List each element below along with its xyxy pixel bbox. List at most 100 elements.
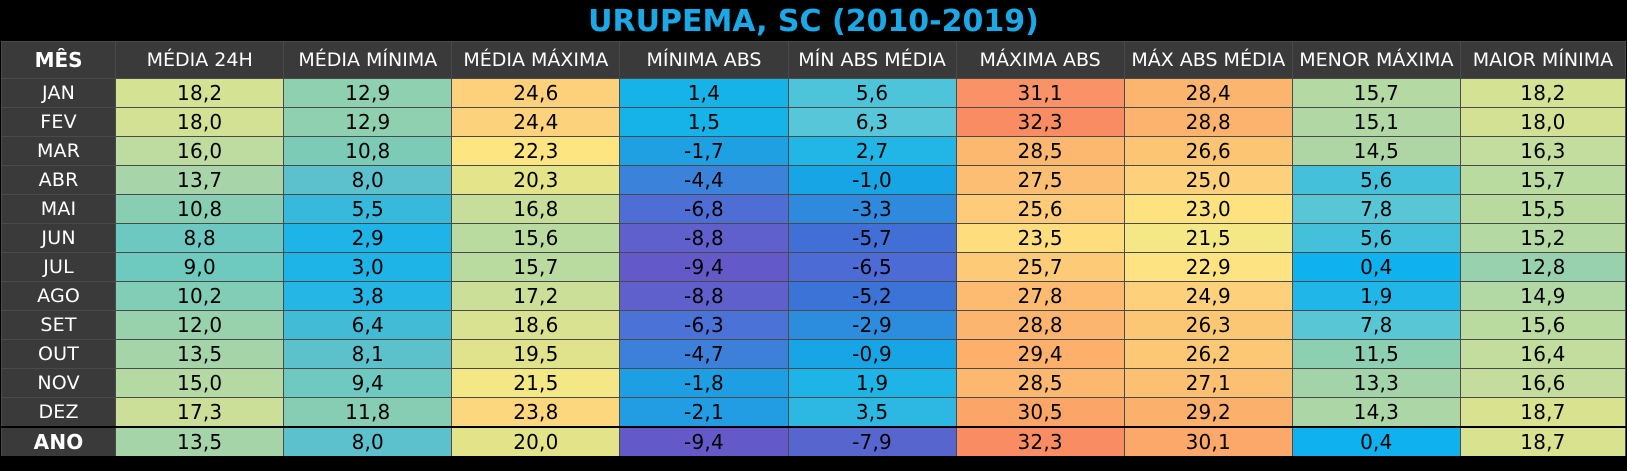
value-cell: 11,5 [1291,339,1461,369]
value-cell: 26,3 [1123,310,1293,340]
value-cell: 5,5 [283,194,453,224]
month-cell: FEV [0,107,117,137]
value-cell: 1,5 [619,107,789,137]
column-header: MÁXIMA ABS [955,41,1125,79]
value-cell: 24,6 [451,78,621,108]
value-cell: 21,5 [451,368,621,398]
value-cell: 13,7 [115,165,285,195]
value-cell: -8,8 [619,223,789,253]
value-cell: 8,1 [283,339,453,369]
value-cell: 14,9 [1459,281,1627,311]
table-row: SET 12,0 6,4 18,6 -6,3 -2,9 28,8 26,3 7,8 15,6 [0,310,1627,340]
month-cell: SET [0,310,117,340]
column-header: MÊS [0,41,117,79]
value-cell: 22,9 [1123,252,1293,282]
month-cell: MAI [0,194,117,224]
value-cell: 15,2 [1459,223,1627,253]
value-cell: 14,5 [1291,136,1461,166]
value-cell: -3,3 [787,194,957,224]
month-cell: DEZ [0,397,117,428]
month-cell: AGO [0,281,117,311]
value-cell: 18,2 [1459,78,1627,108]
value-cell: 15,7 [451,252,621,282]
value-cell: 16,4 [1459,339,1627,369]
value-cell: 15,1 [1291,107,1461,137]
value-cell: -0,9 [787,339,957,369]
table-row: NOV 15,0 9,4 21,5 -1,8 1,9 28,5 27,1 13,3 16,6 [0,368,1627,398]
month-cell: OUT [0,339,117,369]
value-cell: -6,5 [787,252,957,282]
value-cell: -6,3 [619,310,789,340]
value-cell: 30,5 [955,397,1125,428]
value-cell: 13,5 [115,339,285,369]
value-cell: -1,7 [619,136,789,166]
value-cell: 5,6 [787,78,957,108]
value-cell: 18,0 [115,107,285,137]
value-cell: 27,1 [1123,368,1293,398]
value-cell: -5,7 [787,223,957,253]
column-header: MÁX ABS MÉDIA [1123,41,1293,79]
value-cell: 28,4 [1123,78,1293,108]
value-cell: -9,4 [619,252,789,282]
table-row: MAR 16,0 10,8 22,3 -1,7 2,7 28,5 26,6 14,5 16,3 [0,136,1627,166]
value-cell: 15,0 [115,368,285,398]
value-cell: 28,5 [955,368,1125,398]
value-cell: 20,3 [451,165,621,195]
table-row: JUN 8,8 2,9 15,6 -8,8 -5,7 23,5 21,5 5,6 15,2 [0,223,1627,253]
value-cell: 10,2 [115,281,285,311]
value-cell: 26,2 [1123,339,1293,369]
value-cell: 15,7 [1291,78,1461,108]
column-header: MÍN ABS MÉDIA [787,41,957,79]
value-cell: 8,8 [115,223,285,253]
value-cell: 22,3 [451,136,621,166]
month-cell: JAN [0,78,117,108]
value-cell: 12,0 [115,310,285,340]
table-row: ANO 13,5 8,0 20,0 -9,4 -7,9 32,3 30,1 0,4 18,7 [0,426,1627,457]
table-row: AGO 10,2 3,8 17,2 -8,8 -5,2 27,8 24,9 1,9 14,9 [0,281,1627,311]
value-cell: 28,8 [1123,107,1293,137]
value-cell: -1,8 [619,368,789,398]
value-cell: 13,3 [1291,368,1461,398]
column-header: MÉDIA MÍNIMA [283,41,453,79]
value-cell: 6,3 [787,107,957,137]
value-cell: 27,5 [955,165,1125,195]
value-cell: 28,5 [955,136,1125,166]
value-cell: 19,5 [451,339,621,369]
value-cell: 18,0 [1459,107,1627,137]
value-cell: 15,6 [451,223,621,253]
value-cell: 28,8 [955,310,1125,340]
value-cell: 10,8 [283,136,453,166]
value-cell: -2,1 [619,397,789,428]
value-cell: 3,0 [283,252,453,282]
value-cell: -5,2 [787,281,957,311]
column-header: MÉDIA 24H [115,41,285,79]
value-cell: 14,3 [1291,397,1461,428]
value-cell: -4,4 [619,165,789,195]
column-header: MÉDIA MÁXIMA [451,41,621,79]
value-cell: 1,9 [1291,281,1461,311]
value-cell: 7,8 [1291,310,1461,340]
value-cell: 1,4 [619,78,789,108]
value-cell: 20,0 [451,426,621,457]
value-cell: 16,0 [115,136,285,166]
value-cell: 25,7 [955,252,1125,282]
value-cell: 9,4 [283,368,453,398]
value-cell: 16,6 [1459,368,1627,398]
table-row: DEZ 17,3 11,8 23,8 -2,1 3,5 30,5 29,2 14,3 18,7 [0,397,1627,428]
value-cell: 23,0 [1123,194,1293,224]
value-cell: 5,6 [1291,223,1461,253]
value-cell: 1,9 [787,368,957,398]
climate-table: MÊS MÉDIA 24H MÉDIA MÍNIMA MÉDIA MÁXIMA … [0,41,1627,457]
value-cell: 18,2 [115,78,285,108]
value-cell: 0,4 [1291,426,1461,457]
value-cell: 18,7 [1459,426,1627,457]
value-cell: -1,0 [787,165,957,195]
value-cell: 9,0 [115,252,285,282]
value-cell: 24,9 [1123,281,1293,311]
table-row: JAN 18,2 12,9 24,6 1,4 5,6 31,1 28,4 15,7 18,2 [0,78,1627,108]
value-cell: 12,9 [283,107,453,137]
table-row: ABR 13,7 8,0 20,3 -4,4 -1,0 27,5 25,0 5,6 15,7 [0,165,1627,195]
value-cell: 2,9 [283,223,453,253]
header-row: MÊS MÉDIA 24H MÉDIA MÍNIMA MÉDIA MÁXIMA … [0,41,1627,79]
